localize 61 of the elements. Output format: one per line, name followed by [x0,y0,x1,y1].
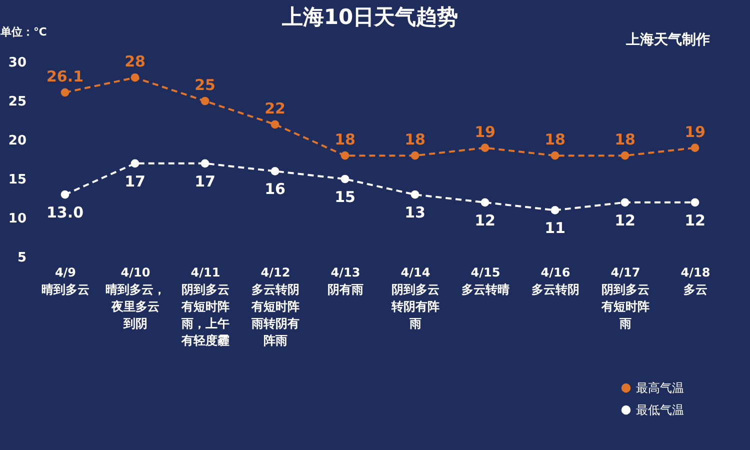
y-tick-label: 5 [17,250,26,266]
data-label: 19 [474,122,496,141]
x-tick-label: 4/9 晴到多云 [42,266,90,296]
data-label: 18 [334,130,356,149]
data-label: 16 [264,180,286,198]
y-axis-title: 单位：℃ [0,26,47,38]
point [270,120,280,129]
data-label: 28 [124,52,146,71]
point [690,198,700,207]
y-tick-label: 15 [8,172,26,188]
data-label: 13 [404,204,426,222]
point [130,73,140,82]
point [130,159,140,168]
data-label: 12 [474,211,496,230]
legend-label: 最高气温 [636,381,684,395]
data-label: 26.1 [46,67,84,86]
x-tick-label: 4/11 阴到多云有短时阵雨，上午有轻度霾 [180,266,230,348]
x-tick-label: 4/13 阴有雨 [328,266,364,296]
y-tick-label: 30 [8,56,26,70]
point [340,151,350,160]
point [200,159,210,168]
x-tick-label: 4/16 多云转阴 [532,266,580,296]
point [410,190,420,199]
point [60,88,70,97]
y-tick-label: 25 [8,94,26,110]
data-label: 17 [124,172,146,190]
data-label: 11 [544,219,566,238]
x-tick-label: 4/12 多云转阴有短时阵雨转阴有阵雨 [250,266,300,348]
point [550,206,560,214]
point [480,198,490,207]
point [200,96,210,106]
data-label: 18 [614,130,636,149]
data-label: 18 [404,130,426,149]
data-label: 22 [264,99,286,118]
point [270,167,280,176]
x-tick-label: 4/10 晴到多云，夜里多云到阴 [106,266,166,330]
data-label: 12 [614,211,636,230]
chart-title: 上海10日天气趋势 [280,5,458,29]
point [690,144,700,152]
data-label: 15 [334,188,356,206]
point [480,144,490,152]
data-label: 12 [684,211,706,230]
data-label: 17 [194,172,216,190]
x-tick-label: 4/14 阴到多云转阴有阵雨 [390,266,440,330]
y-tick-label: 10 [8,212,26,226]
x-tick-label: 4/15 多云转晴 [462,266,510,296]
point [410,151,420,160]
data-label: 25 [194,76,216,94]
data-label: 13.0 [46,204,84,222]
point [340,174,350,184]
x-tick-label: 4/17 阴到多云有短时阵雨 [600,266,650,330]
data-label: 19 [684,122,706,141]
text: 上海天气制作 [625,32,710,48]
point [620,198,630,207]
x-tick-label: 4/18 多云 [680,266,710,296]
point [620,151,630,160]
point [60,190,70,199]
legend-label: 最低气温 [636,403,684,417]
point [550,151,560,160]
y-tick-label: 20 [8,134,26,148]
data-label: 18 [544,130,566,149]
